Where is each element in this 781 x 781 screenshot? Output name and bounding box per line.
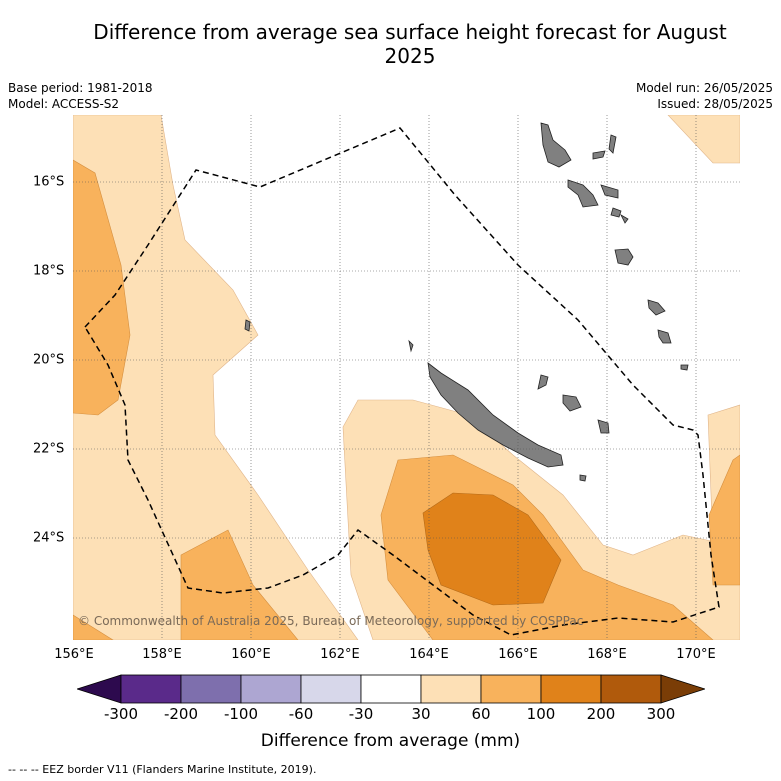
colorbar-tick: 30: [411, 705, 431, 723]
colorbar-extend-high: [660, 674, 705, 704]
colorbar-segment: [480, 674, 542, 704]
lon-tick: 166°E: [498, 647, 538, 662]
chart-title: Difference from average sea surface heig…: [93, 20, 727, 68]
issued-date: Issued: 28/05/2025: [657, 97, 773, 111]
graticule: [73, 115, 740, 640]
colorbar-tick: 300: [646, 705, 676, 723]
eez-border: [84, 127, 720, 636]
lon-tick: 156°E: [54, 647, 94, 662]
colorbar-tick: -100: [223, 705, 259, 723]
meta-left: Base period: 1981-2018 Model: ACCESS-S2: [8, 80, 153, 112]
lat-tick: 16°S: [33, 174, 65, 190]
lat-tick: 24°S: [33, 530, 65, 546]
colorbar-segment: [300, 674, 362, 704]
colorbar-extend-low: [77, 674, 122, 704]
new-caledonia: [427, 362, 564, 468]
lon-tick: 164°E: [409, 647, 449, 662]
colorbar-tick: -30: [348, 705, 374, 723]
eez-legend-note: -- -- -- EEZ border V11 (Flanders Marine…: [8, 763, 317, 776]
colorbar-tick: 200: [586, 705, 616, 723]
colorbar-tick: -200: [163, 705, 199, 723]
sea-level-map: [73, 115, 740, 640]
lat-tick: 18°S: [33, 263, 65, 279]
base-period: Base period: 1981-2018: [8, 81, 153, 95]
colorbar-tick: -60: [288, 705, 314, 723]
colorbar-title: Difference from average (mm): [260, 731, 521, 751]
model-run: Model run: 26/05/2025: [635, 81, 773, 95]
contour-100-200: [422, 492, 562, 606]
colorbar-segment: [240, 674, 302, 704]
colorbar-tick: -300: [103, 705, 139, 723]
lon-tick: 160°E: [231, 647, 271, 662]
colorbar-segment: [420, 674, 482, 704]
colorbar: [77, 674, 705, 704]
lat-tick: 20°S: [33, 352, 65, 368]
lon-tick: 162°E: [320, 647, 360, 662]
colorbar-tick: 60: [471, 705, 491, 723]
lat-tick: 22°S: [33, 441, 65, 457]
credit-text: © Commonwealth of Australia 2025, Bureau…: [78, 614, 584, 628]
colorbar-tick: 100: [526, 705, 556, 723]
colorbar-segment: [540, 674, 602, 704]
colorbar-segment: [120, 674, 182, 704]
colorbar-segment: [360, 674, 422, 704]
lon-tick: 168°E: [587, 647, 627, 662]
model-name: Model: ACCESS-S2: [8, 97, 120, 111]
meta-right: Model run: 26/05/2025 Issued: 28/05/2025: [636, 80, 773, 112]
land-masses: [244, 122, 689, 482]
colorbar-segment: [180, 674, 242, 704]
colorbar-segment: [600, 674, 662, 704]
lon-tick: 158°E: [142, 647, 182, 662]
lon-tick: 170°E: [676, 647, 716, 662]
